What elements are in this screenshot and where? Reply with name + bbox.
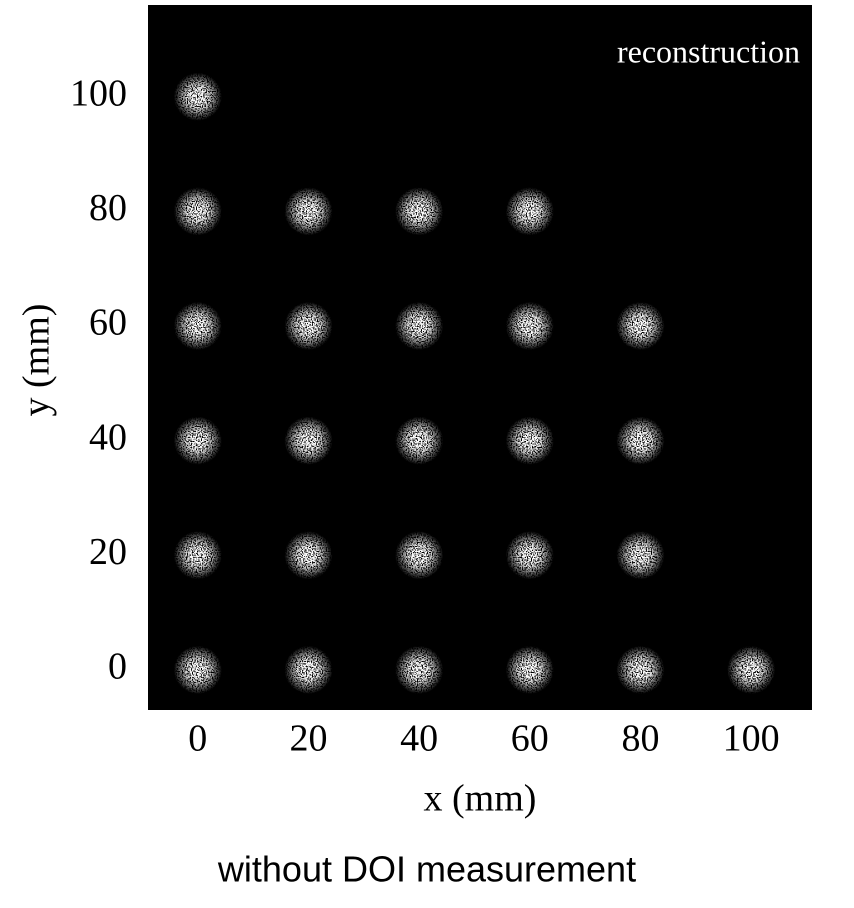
x-tick-label: 0 (188, 718, 207, 760)
point-core (411, 662, 427, 678)
annotation: reconstruction (617, 33, 800, 69)
point-core (190, 662, 206, 678)
y-tick-label: 80 (89, 187, 127, 229)
x-tick-label: 100 (723, 718, 780, 760)
point-core (522, 318, 538, 334)
point-core (411, 433, 427, 449)
y-axis-label: y (mm) (16, 304, 58, 417)
point-core (632, 547, 648, 563)
point-core (190, 203, 206, 219)
caption: without DOI measurement (217, 849, 636, 890)
chart: reconstruction x (mm) y (mm) without DOI… (0, 0, 854, 908)
x-tick-label: 80 (621, 718, 659, 760)
point-core (522, 203, 538, 219)
point-core (743, 662, 759, 678)
point-core (190, 318, 206, 334)
y-tick-label: 100 (70, 72, 127, 114)
point-core (190, 89, 206, 105)
y-tick-label: 20 (89, 531, 127, 573)
point-core (411, 203, 427, 219)
point-core (300, 318, 316, 334)
point-core (190, 433, 206, 449)
page: {"chart_data": {"type": "scatter", "anno… (0, 0, 854, 908)
point-core (522, 662, 538, 678)
y-tick-label: 60 (89, 302, 127, 344)
x-tick-label: 20 (289, 718, 327, 760)
point-core (190, 547, 206, 563)
point-core (300, 203, 316, 219)
point-core (300, 433, 316, 449)
point-core (411, 318, 427, 334)
plot-area (148, 5, 812, 710)
point-core (522, 547, 538, 563)
point-core (632, 662, 648, 678)
point-core (522, 433, 538, 449)
y-tick-label: 40 (89, 416, 127, 458)
x-tick-label: 40 (400, 718, 438, 760)
point-core (300, 662, 316, 678)
y-tick-label: 0 (108, 646, 127, 688)
x-tick-label: 60 (511, 718, 549, 760)
point-core (411, 547, 427, 563)
point-core (632, 318, 648, 334)
point-core (632, 433, 648, 449)
point-core (300, 547, 316, 563)
x-axis-label: x (mm) (424, 778, 537, 820)
